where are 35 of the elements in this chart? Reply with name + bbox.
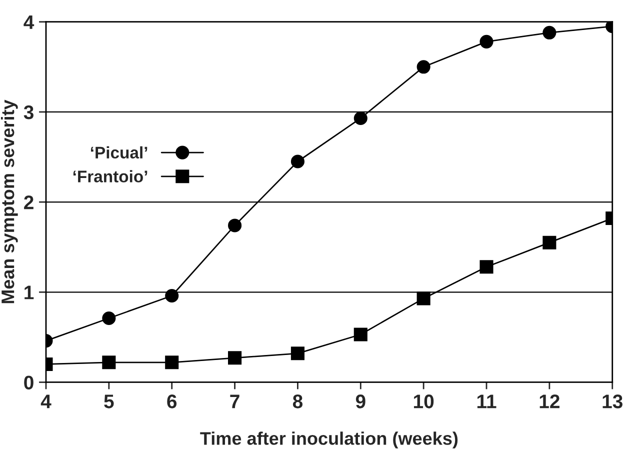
x-tick-label: 9 xyxy=(356,394,366,408)
x-tick-label: 11 xyxy=(477,394,496,408)
point xyxy=(102,311,116,326)
point xyxy=(354,328,368,342)
y-tick-label: 1 xyxy=(24,286,34,300)
point xyxy=(290,346,304,360)
x-tick-label: 5 xyxy=(104,394,114,408)
point xyxy=(480,260,494,274)
x-tick-label: 12 xyxy=(540,394,560,408)
point xyxy=(165,288,179,303)
point xyxy=(228,218,242,232)
point xyxy=(480,34,494,48)
y-axis-title: Mean symptom severity xyxy=(0,100,18,304)
x-tick-label: 13 xyxy=(602,394,622,408)
point xyxy=(290,154,304,168)
point xyxy=(165,356,179,370)
x-tick-label: 6 xyxy=(167,394,177,408)
y-tick-label: 3 xyxy=(24,105,34,120)
legend-label: ‘Picual’ xyxy=(91,146,148,159)
x-tick-label: 4 xyxy=(40,394,52,408)
point xyxy=(416,60,430,74)
x-axis-title: Time after inoculation (weeks) xyxy=(200,432,458,448)
point xyxy=(416,292,430,306)
y-tick-label: 0 xyxy=(24,376,34,390)
x-tick-label: 10 xyxy=(414,394,434,408)
point xyxy=(102,356,116,370)
x-tick-label: 7 xyxy=(230,394,240,408)
point xyxy=(542,236,556,250)
point xyxy=(542,26,556,40)
point xyxy=(354,111,368,126)
x-tick-label: 8 xyxy=(292,394,303,408)
y-tick-label: 4 xyxy=(24,16,34,29)
y-tick-label: 2 xyxy=(24,196,34,210)
legend-label: ‘Frantoio’ xyxy=(73,170,148,182)
point xyxy=(228,351,242,365)
